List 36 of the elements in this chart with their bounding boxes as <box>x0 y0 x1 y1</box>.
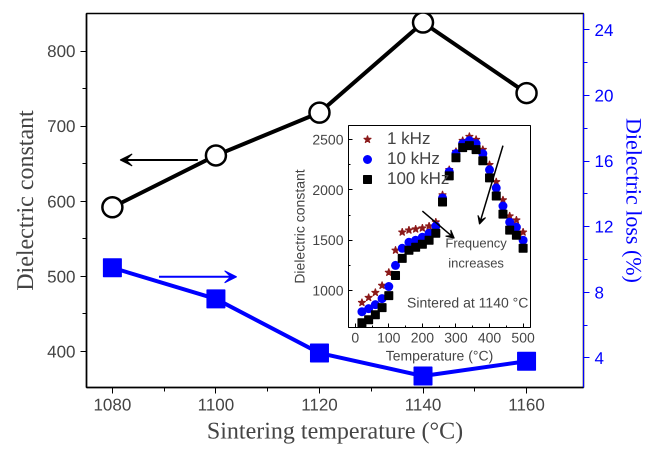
x-tick-label: 100 <box>377 330 401 346</box>
x-tick-label: 300 <box>444 330 468 346</box>
y-axis-title: Dielectric constant <box>13 110 40 291</box>
y-tick-label: 600 <box>47 192 76 212</box>
x-axis-title: Sintering temperature (°C) <box>206 418 464 444</box>
x-tick-label: 1100 <box>198 396 234 414</box>
y2-tick-label: 20 <box>594 86 614 106</box>
x-tick-label: 1140 <box>404 396 442 414</box>
x-tick-label: 400 <box>478 330 502 346</box>
y2-axis-title: Dielectric loss (%) <box>621 118 646 283</box>
y-tick-label: 500 <box>47 267 76 286</box>
y2-tick-label: 16 <box>594 152 614 172</box>
y-tick-label: 1000 <box>312 282 344 299</box>
y-tick-label: 1500 <box>312 232 344 248</box>
legend-label: 1 kHz <box>387 129 430 149</box>
annotation: Sintered at 1140 °C <box>407 294 528 311</box>
x-tick-label: 1160 <box>508 396 545 414</box>
y2-tick-label: 8 <box>594 283 604 302</box>
legend-label: 10 kHz <box>387 149 440 169</box>
x-tick-label: 1120 <box>301 396 338 414</box>
y-tick-label: 2500 <box>312 132 344 148</box>
y-tick-label: 2000 <box>312 182 344 198</box>
annotation: Frequency increases <box>445 235 508 270</box>
y-axis-title: Dielectric constant <box>291 169 308 284</box>
x-tick-label: 500 <box>511 330 536 346</box>
x-tick-label: 200 <box>410 330 434 346</box>
y2-tick-label: 12 <box>594 218 614 237</box>
y2-tick-label: 4 <box>594 348 604 368</box>
x-tick-label: 1080 <box>93 396 132 414</box>
y-tick-label: 400 <box>47 342 76 362</box>
legend-label: 100 kHz <box>387 169 450 189</box>
y-tick-label: 700 <box>47 117 76 136</box>
x-axis-title: Temperature (°C) <box>386 348 494 364</box>
y2-tick-label: 24 <box>594 20 614 40</box>
x-tick-label: 0 <box>351 330 360 346</box>
y-tick-label: 800 <box>47 42 76 62</box>
